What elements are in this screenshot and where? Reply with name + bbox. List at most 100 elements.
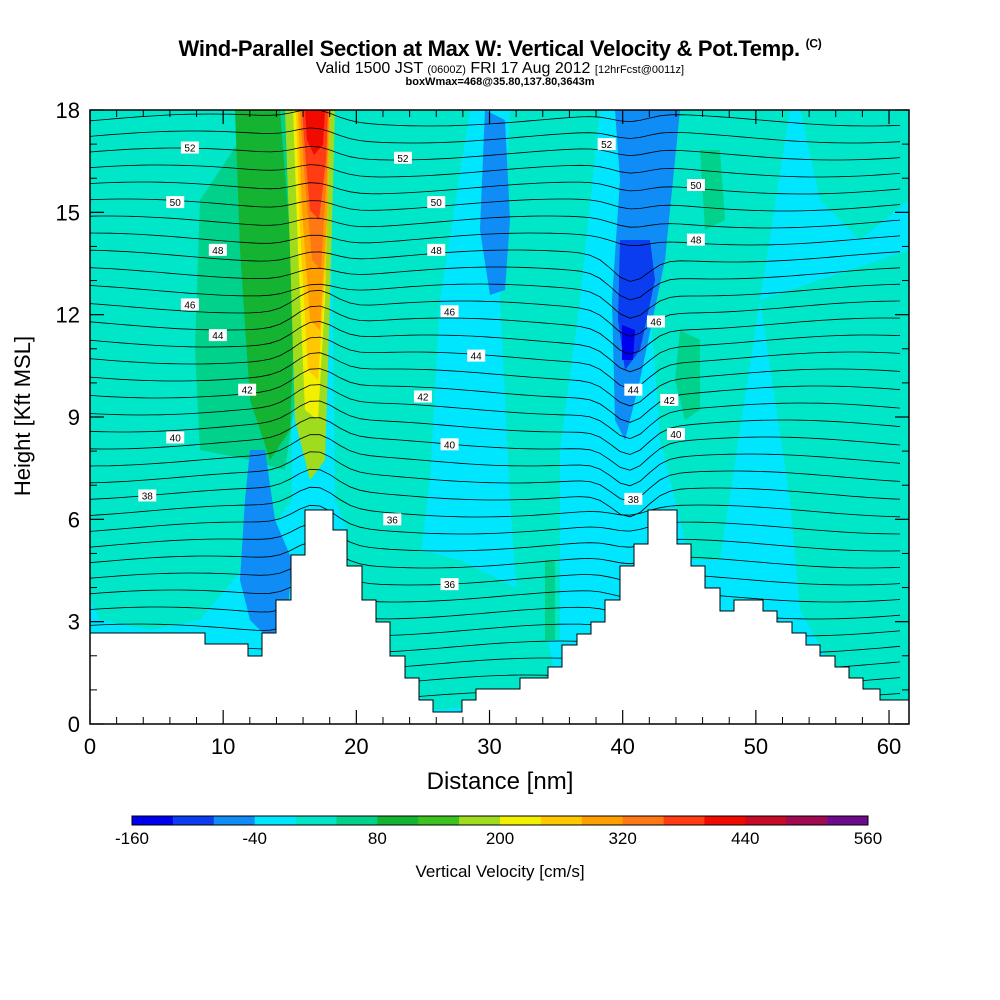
theta-label-6: 48 [208,243,227,257]
terrain-profile [89,509,910,725]
colorbar-swatch [622,816,664,825]
theta-label-10: 46 [440,305,459,318]
theta-label-bg [686,179,705,192]
theta-label-text: 52 [601,140,613,151]
title-mark: (C) [805,36,822,51]
colorbar-swatch [172,816,215,825]
theta-label-12: 44 [208,329,227,342]
theta-label-bg [138,489,157,502]
colorbar-swatch [663,816,705,825]
theta-label-bg [166,196,185,209]
region-green-strip [235,110,295,460]
theta-label-bg [383,513,402,526]
theta-contour-23 [90,486,901,518]
theta-contour-2 [90,145,901,161]
theta-contour-16 [90,368,901,423]
theta-label-9: 46 [180,298,199,311]
downdraft-top-right [655,110,672,150]
theta-label-bg [208,243,227,256]
theta-label-bg [666,428,685,441]
theta-label-text: 44 [471,352,483,363]
updraft-core [305,110,325,155]
chart-box-info: boxWmax=468@35.80,137.80,3643m [405,76,595,88]
theta-label-bg [686,233,705,246]
theta-label-4: 50 [427,196,446,209]
velocity-field: 52 52 52 50 50 50 48 48 48 46 46 46 44 44 44 42 42 42 40 40… [90,110,909,724]
region-green-rightmid [500,110,600,640]
theta-contour-5 [90,198,901,212]
colorbar-swatch [132,816,174,825]
theta-label-bg [413,390,432,403]
theta-contour-11 [90,289,901,337]
theta-label-text: 42 [664,396,676,407]
theta-label-text: 46 [444,307,456,318]
theta-label-16: 42 [413,390,432,404]
y-tick-label: 0 [68,712,80,737]
region-darkgreen-mid [545,560,555,640]
theta-contour-6 [90,215,901,229]
colorbar-swatch [336,816,378,825]
theta-contour-28 [90,578,901,603]
theta-contour-18 [90,400,901,455]
theta-label-17: 42 [660,393,679,407]
x-tick-label: 10 [211,734,235,759]
theta-label-text: 42 [242,386,254,397]
theta-label-21: 38 [138,489,157,502]
colorbar-swatch [745,816,787,825]
y-tick-label: 6 [68,507,80,532]
colorbar-tick-label: -40 [242,829,267,848]
region-green-mid [330,110,470,600]
y-tick-label: 3 [68,610,80,635]
theta-label-bg [597,138,616,151]
theta-label-bg [427,196,446,209]
theta-label-2: 52 [597,138,616,151]
colorbar-swatch [459,816,501,825]
theta-contour-14 [90,336,901,390]
theta-label-19: 40 [440,438,459,451]
theta-label-text: 44 [628,386,640,397]
theta-label-bg [427,243,446,256]
theta-label-text: 36 [444,580,456,591]
colorbar-frame [131,815,869,826]
theta-contour-labels: 52 52 52 50 50 50 48 48 48 46 46 46 44 44 44 42 42 42 40 40… [138,138,705,591]
theta-contour-13 [90,321,901,373]
theta-label-text: 42 [417,393,429,404]
colorbar-swatch [213,816,255,825]
colorbar-swatch [377,816,419,825]
theta-label-bg [467,349,486,362]
theta-label-bg [440,438,459,451]
theta-label-0: 52 [180,141,199,155]
theta-contour-24 [90,504,901,535]
theta-label-text: 50 [690,181,702,192]
chart-subtitle: Valid 1500 JST (0600Z) FRI 17 Aug 2012 [… [315,60,685,77]
theta-label-24: 36 [440,578,459,591]
theta-label-bg [393,151,412,164]
downdraft-left [240,450,292,640]
colorbar-tick-label: 560 [854,829,882,848]
theta-contour-25 [90,523,901,552]
y-tick-label: 18 [56,98,80,123]
theta-contour-26 [90,541,901,569]
theta-label-text: 48 [690,236,702,247]
theta-label-20: 40 [666,428,685,441]
theta-label-text: 46 [184,300,196,311]
x-tick-label: 0 [84,734,96,759]
theta-label-text: 52 [397,154,409,165]
theta-label-22: 38 [624,492,643,506]
theta-contour-20 [90,434,901,487]
colorbar-swatch [581,816,623,825]
theta-label-bg [624,383,643,396]
colorbar-swatch [786,816,828,825]
theta-label-text: 50 [431,198,443,209]
colorbar-swatch [827,816,869,825]
colorbar-tick-label: 80 [368,829,387,848]
theta-contour-0 [90,110,901,127]
theta-contour-1 [90,127,901,144]
downdraft-right-core [622,325,635,360]
theta-contour-4 [90,181,901,195]
y-tick-label: 12 [56,303,80,328]
theta-label-bg [624,492,643,505]
y-tick-label: 15 [56,200,80,225]
